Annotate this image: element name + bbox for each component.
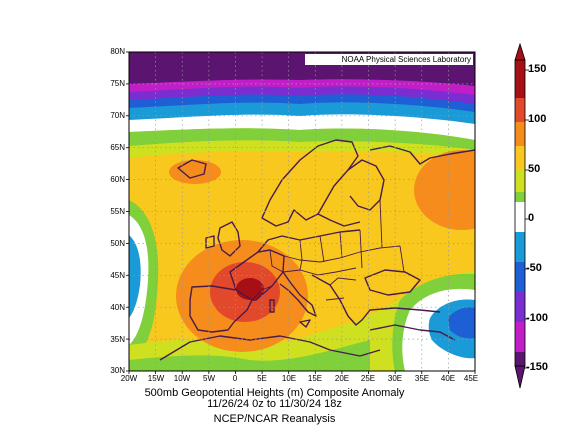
lon-label-15w: 15W bbox=[147, 374, 165, 383]
lat-label-70n: 70N bbox=[110, 111, 125, 120]
lon-label-20w: 20W bbox=[120, 374, 138, 383]
colorbar-label-150: 150 bbox=[528, 63, 547, 75]
map-gridlines bbox=[129, 52, 475, 371]
northern-green-band bbox=[129, 128, 475, 150]
map-ticks bbox=[126, 51, 476, 374]
colorbar-label-minus-50: -50 bbox=[526, 262, 542, 274]
colorbar-label-50: 50 bbox=[528, 163, 541, 175]
coastlines bbox=[159, 139, 475, 361]
lon-label-10e: 10E bbox=[281, 374, 297, 383]
lon-label-5e: 5E bbox=[257, 374, 267, 383]
lon-label-40e: 40E bbox=[440, 374, 456, 383]
orange-anomaly-north-atlantic bbox=[169, 160, 221, 184]
colorbar-label-100: 100 bbox=[528, 113, 547, 125]
lat-label-35n: 35N bbox=[110, 335, 125, 344]
lon-label-0: 0 bbox=[232, 374, 238, 383]
lon-label-15e: 15E bbox=[307, 374, 323, 383]
country-borders bbox=[251, 199, 405, 301]
lat-label-80n: 80N bbox=[110, 47, 125, 56]
lat-label-60n: 60N bbox=[110, 175, 125, 184]
colorbar-label-minus-100: -100 bbox=[526, 312, 549, 324]
lat-label-30n: 30N bbox=[110, 366, 125, 375]
lon-label-30e: 30E bbox=[387, 374, 403, 383]
colorbar-label-minus-150: -150 bbox=[526, 361, 549, 373]
lon-label-25e: 25E bbox=[360, 374, 376, 383]
lon-label-35e: 35E bbox=[414, 374, 430, 383]
colorbar-label-0: 0 bbox=[528, 212, 535, 224]
provider-label: NOAA Physical Sciences Laboratory bbox=[305, 54, 473, 65]
lat-label-65n: 65N bbox=[110, 143, 125, 152]
lon-label-10w: 10W bbox=[173, 374, 191, 383]
lon-label-45e: 45E bbox=[463, 374, 479, 383]
lat-label-75n: 75N bbox=[110, 79, 125, 88]
colorbar bbox=[514, 42, 529, 389]
lat-label-50n: 50N bbox=[110, 239, 125, 248]
data-source-label: NCEP/NCAR Reanalysis bbox=[213, 413, 336, 425]
lon-label-20e: 20E bbox=[334, 374, 350, 383]
lon-label-5w: 5W bbox=[203, 374, 215, 383]
map-date-range: 11/26/24 0z to 11/30/24 18z bbox=[207, 398, 342, 410]
eastern-indigo-region bbox=[448, 307, 475, 339]
anomaly-field bbox=[129, 52, 475, 371]
map-title: 500mb Geopotential Heights (m) Composite… bbox=[144, 387, 405, 399]
orange-anomaly-russia bbox=[414, 150, 475, 230]
lat-label-40n: 40N bbox=[110, 303, 125, 312]
lat-label-55n: 55N bbox=[110, 207, 125, 216]
atlantic-blue-region bbox=[129, 235, 141, 318]
lat-label-45n: 45N bbox=[110, 271, 125, 280]
